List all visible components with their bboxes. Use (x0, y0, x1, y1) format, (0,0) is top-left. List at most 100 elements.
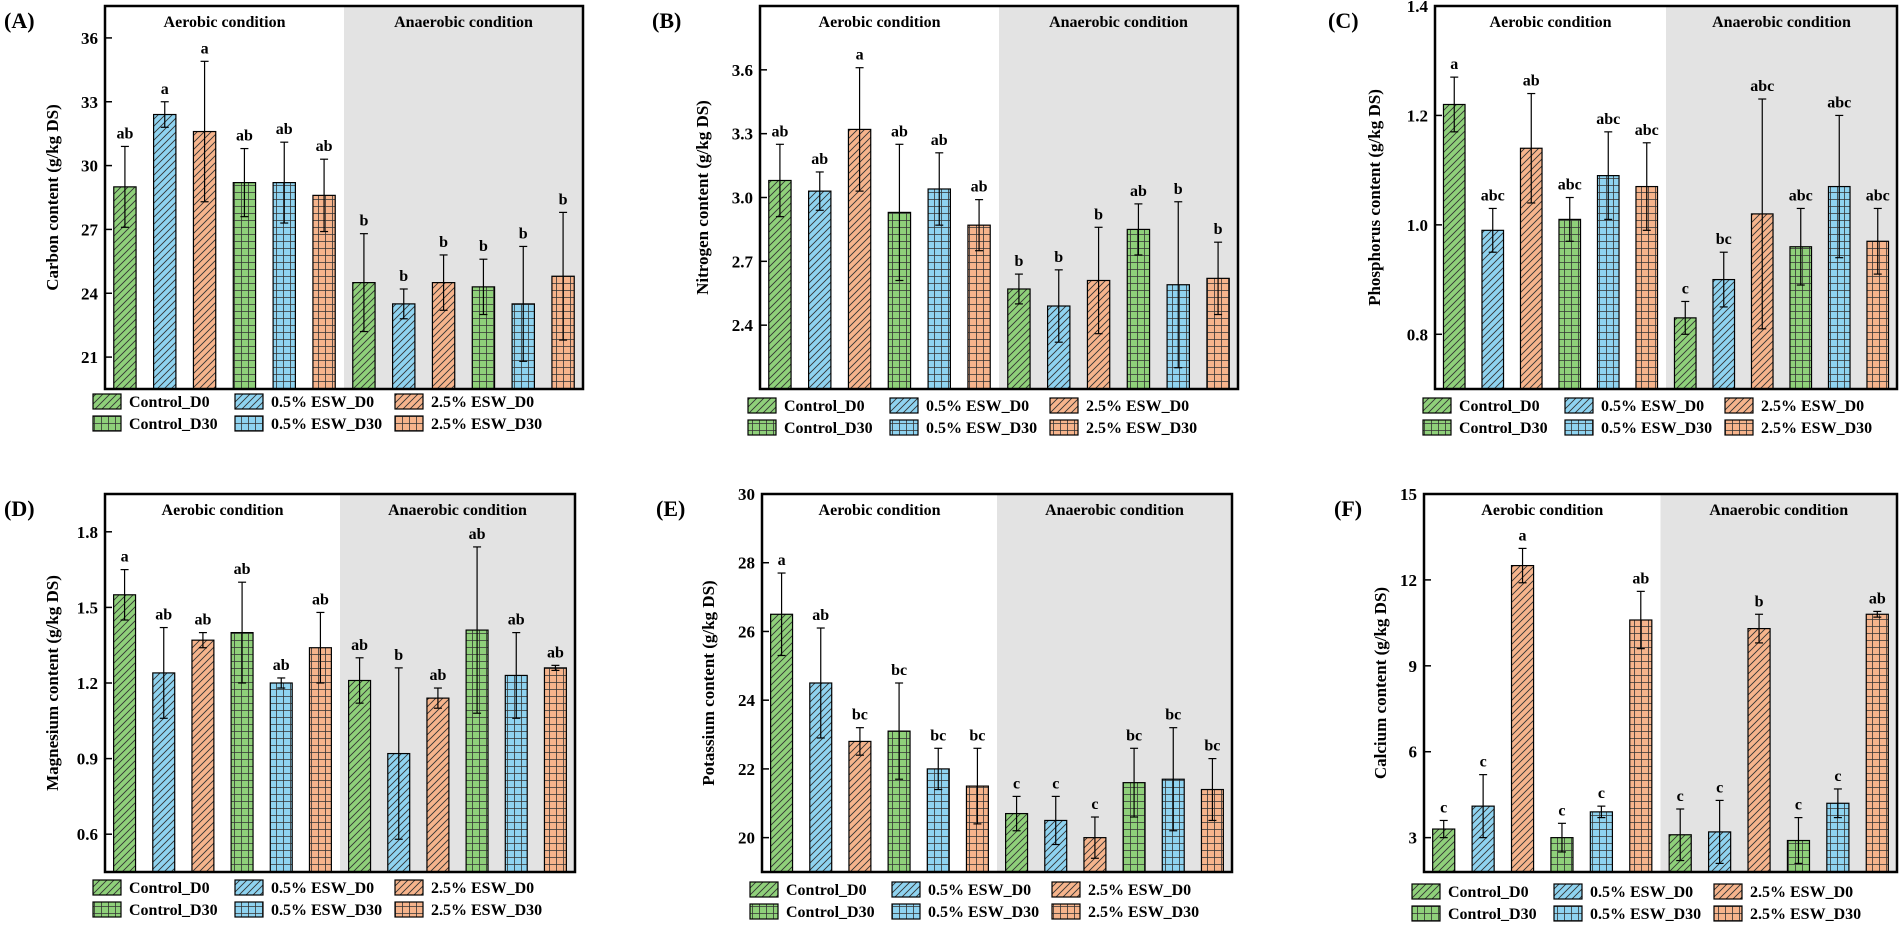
plot-frame (758, 4, 1240, 391)
chart-panel-4: Aerobic condition Anaerobic condition 0.6 0… (4, 492, 577, 919)
chart-panel-3: Aerobic condition Anaerobic condition 0.8 1… (1328, 0, 1899, 437)
bar (807, 190, 832, 390)
legend-entry: 0.5% ESW_D30 (926, 420, 1037, 437)
legend-swatch (92, 415, 122, 432)
significance-label: abc (1481, 187, 1505, 204)
legend-entry: 2.5% ESW_D0 (431, 880, 534, 897)
legend-entry: Control_D30 (129, 416, 218, 433)
legend-swatch (891, 881, 921, 898)
significance-label: ab (1632, 570, 1649, 587)
y-tick-label: 30 (81, 157, 98, 176)
legend-entry: 0.5% ESW_D30 (271, 902, 382, 919)
significance-label: a (161, 81, 169, 98)
significance-label: c (1013, 775, 1020, 792)
legend-entry: 2.5% ESW_D30 (431, 902, 542, 919)
legend-entry: Control_D30 (784, 420, 873, 437)
significance-label: a (778, 552, 786, 569)
significance-label: c (1091, 796, 1098, 813)
significance-label: abc (1558, 177, 1582, 194)
significance-label: ab (1130, 183, 1147, 200)
bar (1629, 619, 1653, 873)
legend-swatch (92, 393, 122, 410)
legend-entry: Control_D30 (1459, 420, 1548, 437)
significance-label: ab (155, 607, 172, 624)
panel-label: (F) (1334, 496, 1362, 521)
significance-label: b (359, 213, 368, 230)
y-tick-label: 22 (738, 760, 755, 779)
significance-label: abc (1750, 78, 1774, 95)
aerobic-label: Aerobic condition (162, 502, 284, 519)
legend-swatch (234, 393, 264, 410)
legend-swatch (1713, 905, 1743, 922)
significance-label: b (394, 647, 403, 664)
significance-label: abc (1635, 122, 1659, 139)
aerobic-label: Aerobic condition (1490, 14, 1612, 31)
significance-label: ab (316, 138, 333, 155)
legend-swatch (1411, 905, 1441, 922)
significance-label: c (1677, 788, 1684, 805)
legend-entry: 2.5% ESW_D30 (431, 416, 542, 433)
significance-label: bc (1165, 707, 1181, 724)
significance-label: ab (429, 667, 446, 684)
significance-label: ab (351, 637, 368, 654)
significance-label: c (1682, 280, 1689, 297)
legend-swatch (749, 881, 779, 898)
significance-label: c (1558, 802, 1565, 819)
panel-label: (B) (652, 8, 681, 33)
significance-label: c (1440, 799, 1447, 816)
y-tick-label: 33 (81, 93, 98, 112)
y-tick-label: 30 (738, 485, 755, 504)
significance-label: ab (312, 591, 329, 608)
legend-entry: 0.5% ESW_D0 (928, 882, 1031, 899)
y-axis-label: Phosphorus content (g/kg DS) (1365, 89, 1384, 306)
significance-label: bc (930, 727, 946, 744)
legend-entry: 0.5% ESW_D0 (1590, 884, 1693, 901)
legend-entry: Control_D0 (784, 398, 865, 415)
legend-entry: Control_D0 (1448, 884, 1529, 901)
legend-entry: 2.5% ESW_D0 (1088, 882, 1191, 899)
aerobic-label: Aerobic condition (819, 14, 941, 31)
y-axis-label: Carbon content (g/kg DS) (43, 104, 62, 291)
legend-swatch (1422, 397, 1452, 414)
y-tick-label: 2.4 (732, 316, 754, 335)
y-tick-label: 0.8 (1407, 325, 1428, 344)
legend-entry: 0.5% ESW_D0 (926, 398, 1029, 415)
significance-label: abc (1866, 187, 1890, 204)
bar (152, 113, 177, 390)
significance-label: bc (969, 727, 985, 744)
significance-label: ab (234, 561, 251, 578)
bar (426, 697, 450, 873)
y-tick-label: 1.0 (1407, 216, 1428, 235)
legend-swatch (1051, 903, 1081, 920)
legend-entry: 2.5% ESW_D0 (1086, 398, 1189, 415)
bar (1442, 103, 1466, 390)
legend-swatch (92, 901, 122, 918)
panel-label: (D) (4, 496, 35, 521)
legend-entry: 2.5% ESW_D30 (1088, 904, 1199, 921)
chart-panel-6: Aerobic condition Anaerobic condition 3 6 9 1… (1334, 485, 1899, 923)
legend-entry: Control_D30 (786, 904, 875, 921)
significance-label: abc (1596, 111, 1620, 128)
significance-label: abc (1789, 187, 1813, 204)
significance-label: b (1054, 249, 1063, 266)
bar (1589, 811, 1614, 873)
y-tick-label: 28 (738, 554, 755, 573)
significance-label: ab (891, 123, 908, 140)
y-axis-label: Magnesium content (g/kg DS) (43, 575, 62, 791)
y-tick-label: 1.2 (1407, 106, 1428, 125)
legend-entry: 0.5% ESW_D0 (271, 394, 374, 411)
significance-label: a (1519, 527, 1527, 544)
anaerobic-label: Anaerobic condition (1712, 14, 1851, 31)
significance-label: b (1014, 253, 1023, 270)
y-tick-label: 24 (81, 284, 99, 303)
significance-label: c (1795, 797, 1802, 814)
bar (1481, 229, 1505, 390)
significance-label: ab (116, 125, 133, 142)
significance-label: b (399, 268, 408, 285)
significance-label: ab (547, 644, 564, 661)
y-tick-label: 0.6 (77, 825, 98, 844)
plot-frame (103, 492, 577, 874)
significance-label: ab (1869, 590, 1886, 607)
significance-label: ab (276, 121, 293, 138)
legend-swatch (1553, 883, 1583, 900)
